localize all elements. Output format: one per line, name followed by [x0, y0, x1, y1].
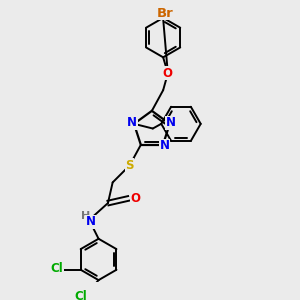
Text: N: N [166, 116, 176, 129]
Text: Br: Br [157, 7, 173, 20]
Text: O: O [163, 67, 173, 80]
Text: Cl: Cl [51, 262, 64, 275]
Text: O: O [130, 192, 140, 205]
Text: Cl: Cl [74, 290, 87, 300]
Text: S: S [125, 159, 134, 172]
Text: N: N [86, 215, 96, 228]
Text: N: N [127, 116, 137, 129]
Text: H: H [81, 211, 90, 221]
Text: N: N [160, 139, 170, 152]
